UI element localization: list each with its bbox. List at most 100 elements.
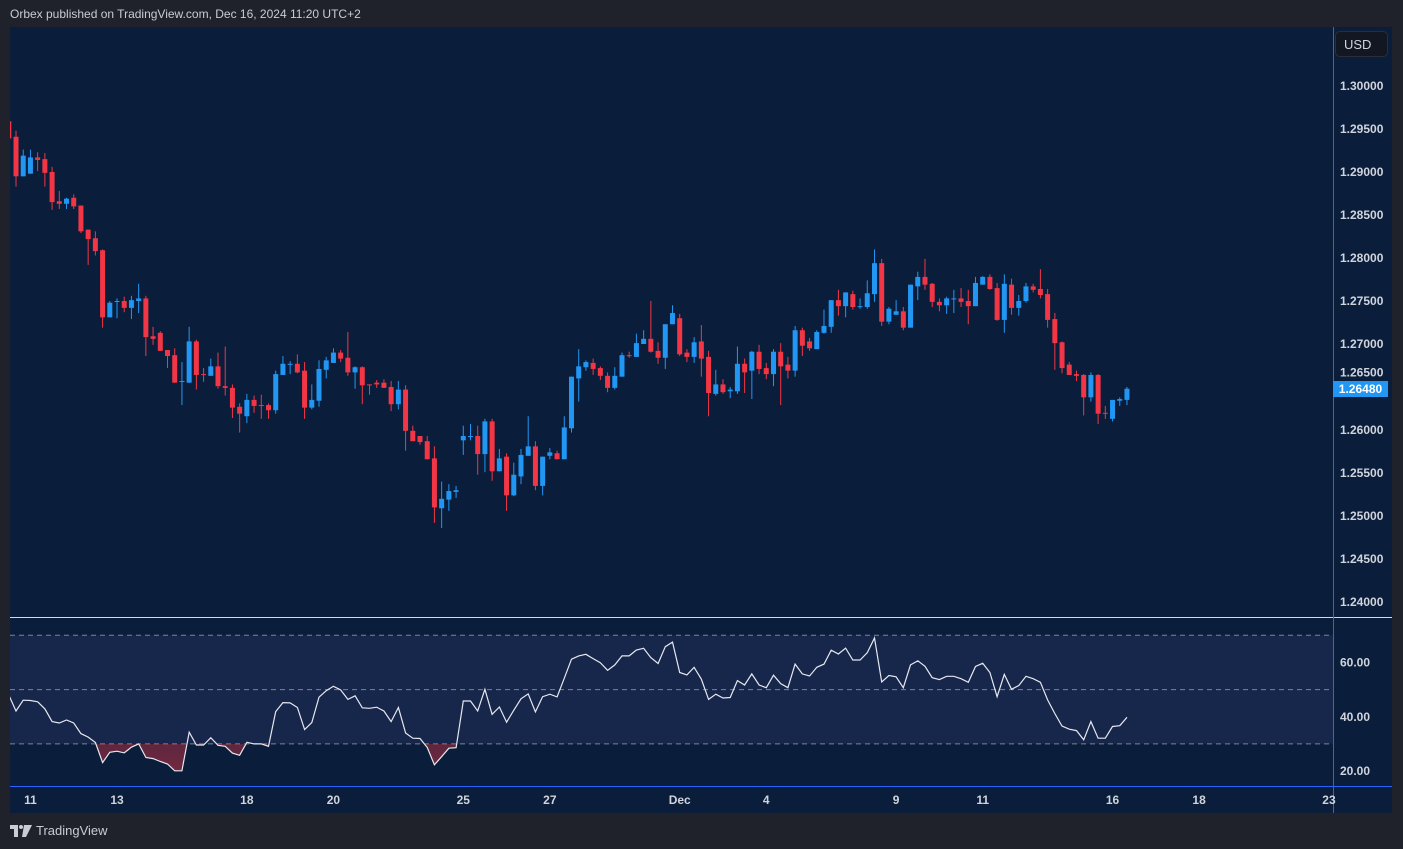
time-tick-label: 23 [1322, 793, 1336, 807]
candle-down [698, 341, 704, 359]
time-tick-label: 25 [457, 793, 471, 807]
price-tick-label: 1.24000 [1340, 595, 1384, 609]
candle-down [92, 238, 98, 252]
candle-down [987, 276, 993, 289]
candle-up [518, 454, 524, 477]
candle-down [410, 430, 416, 442]
candle-up [1088, 374, 1094, 398]
candle-up [980, 276, 986, 285]
candle-up [662, 324, 668, 358]
candle-up [446, 491, 452, 500]
candle-up [561, 427, 567, 460]
candle-down [900, 311, 906, 328]
candle-down [532, 446, 538, 486]
price-tick-label: 1.27500 [1340, 294, 1384, 308]
candle-up [525, 446, 531, 456]
candle-down [785, 364, 791, 371]
candle-down [431, 458, 437, 508]
time-tick-label: 4 [763, 793, 770, 807]
candle-down [345, 357, 351, 373]
candle-down [237, 406, 243, 414]
candle-up [713, 384, 719, 394]
candle-up [1110, 399, 1116, 419]
rsi-tick-label: 40.00 [1340, 710, 1370, 724]
time-tick-label: 11 [24, 793, 37, 807]
candle-down [554, 453, 560, 460]
candle-up [770, 351, 776, 375]
candle-up [453, 490, 459, 492]
time-tick-label: 16 [1106, 793, 1120, 807]
candle-down [504, 456, 510, 496]
candle-up [482, 421, 488, 455]
candle-down [165, 350, 171, 357]
rsi-line [10, 636, 1128, 772]
candle-down [193, 341, 199, 375]
candle-down [172, 355, 178, 383]
publish-info: Orbex published on TradingView.com, Dec … [10, 7, 361, 21]
candle-up [568, 376, 574, 429]
chart-canvas[interactable]: 1.30000 1.29500 1.29000 1.28500 1.28000 1.275… [10, 27, 1392, 813]
candle-up [1001, 283, 1007, 320]
candle-up [273, 374, 279, 411]
candle-up [323, 360, 329, 370]
candle-up [727, 389, 733, 392]
candle-up [612, 375, 618, 388]
candle-down [958, 298, 964, 302]
candle-down [807, 341, 813, 349]
candle-down [266, 405, 272, 411]
candle-down [10, 121, 12, 139]
candle-down [35, 157, 41, 160]
currency-button[interactable]: USD [1335, 31, 1388, 57]
candle-up [27, 157, 33, 174]
tradingview-logo[interactable]: TradingView [10, 823, 108, 838]
candle-up [107, 302, 113, 318]
candle-down [720, 384, 726, 393]
candle-down [590, 362, 596, 369]
candle-down [294, 363, 300, 373]
candle-up [287, 363, 293, 365]
candle-up [186, 341, 192, 383]
price-tick-label: 1.29500 [1340, 122, 1384, 136]
candle-up [633, 343, 639, 357]
candle-up [843, 292, 849, 307]
candle-up [1016, 301, 1022, 308]
candle-down [251, 399, 257, 406]
candle-down [424, 441, 430, 460]
candle-up [828, 300, 834, 327]
candle-down [85, 229, 91, 240]
candle-up [439, 498, 445, 509]
candle-down [201, 374, 207, 376]
candle-up [951, 298, 957, 300]
price-tick-label: 1.24500 [1340, 552, 1384, 566]
candle-down [1030, 286, 1036, 290]
candle-up [857, 306, 863, 308]
candle-up [280, 363, 286, 375]
candle-down [922, 276, 928, 285]
candle-up [915, 276, 921, 287]
chart-container[interactable]: 1.30000 1.29500 1.29000 1.28500 1.28000 1.275… [10, 27, 1392, 813]
price-tick-label: 1.26500 [1340, 366, 1384, 380]
candle-up [734, 363, 740, 392]
candle-down [403, 389, 409, 431]
candle-down [677, 318, 683, 355]
candle-down [374, 382, 380, 385]
logo-text: TradingView [36, 823, 108, 838]
candle-up [395, 389, 401, 405]
candle-down [258, 405, 264, 407]
candle-up [972, 282, 978, 307]
candle-down [742, 363, 748, 373]
candle-up [128, 300, 134, 308]
candle-up [871, 263, 877, 295]
price-tick-label: 1.26000 [1340, 423, 1384, 437]
candle-down [626, 355, 632, 357]
candle-down [367, 384, 372, 386]
candle-down [489, 421, 495, 472]
candle-down [706, 356, 712, 394]
candle-down [157, 332, 163, 351]
candle-up [20, 155, 26, 177]
time-tick-label: Dec [669, 793, 691, 807]
candle-up [244, 399, 250, 417]
candle-down [417, 436, 423, 443]
candle-down [1066, 364, 1072, 375]
time-tick-label: 18 [240, 793, 254, 807]
